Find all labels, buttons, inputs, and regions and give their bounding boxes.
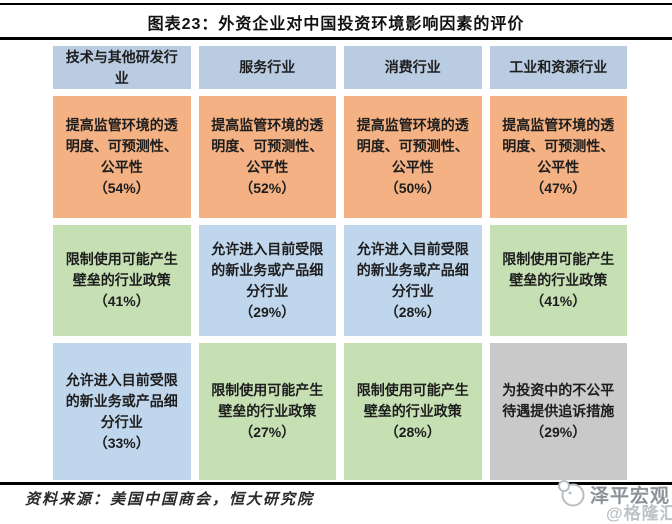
cell-factor-text: 提高监管环境的透明度、可预测性、公平性 — [211, 117, 324, 175]
cell-percent: （28%） — [384, 303, 441, 320]
cell-percent: （28%） — [384, 424, 441, 440]
watermark-brand: 泽平宏观 — [590, 486, 671, 507]
column-header-consumer: 消费行业 — [344, 46, 482, 89]
zeping-macro-logo-icon — [558, 480, 585, 507]
table-cell: 限制使用可能产生壁垒的行业政策 （27%） — [198, 343, 336, 480]
table-cell: 为投资中的不公平待遇提供追诉措施 （29%） — [489, 343, 627, 480]
table-cell: 限制使用可能产生壁垒的行业政策 （41%） — [489, 225, 627, 336]
table-cell: 允许进入目前受限的新业务或产品细分行业 （33%） — [53, 343, 191, 480]
cell-percent: （27%） — [239, 424, 296, 440]
column-header-industrial-resources: 工业和资源行业 — [489, 46, 627, 89]
cell-percent: （47%） — [530, 180, 587, 196]
cell-factor-text: 限制使用可能产生壁垒的行业政策 — [356, 382, 469, 419]
table-cell: 提高监管环境的透明度、可预测性、公平性 （52%） — [198, 96, 336, 218]
table-cell: 允许进入目前受限的新业务或产品细分行业 （29%） — [198, 225, 336, 336]
top-rule — [0, 3, 672, 5]
cell-percent: （50%） — [384, 180, 441, 196]
table-cell: 提高监管环境的透明度、可预测性、公平性 （50%） — [344, 96, 482, 218]
table-cell: 提高监管环境的透明度、可预测性、公平性 （54%） — [53, 96, 191, 218]
title-underline-rule — [0, 37, 672, 40]
cell-factor-text: 允许进入目前受限的新业务或产品细分行业 — [211, 240, 324, 299]
cell-factor-text: 允许进入目前受限的新业务或产品细分行业 — [356, 240, 469, 299]
cell-factor-text: 限制使用可能产生壁垒的行业政策 — [65, 251, 178, 288]
source-note: 资料来源：美国中国商会，恒大研究院 — [25, 491, 315, 508]
cell-percent: （41%） — [530, 293, 587, 309]
cell-factor-text: 提高监管环境的透明度、可预测性、公平性 — [65, 117, 178, 175]
cell-factor-text: 提高监管环境的透明度、可预测性、公平性 — [356, 117, 469, 175]
cell-factor-text: 限制使用可能产生壁垒的行业政策 — [502, 251, 615, 288]
cell-percent: （29%） — [239, 303, 296, 320]
watermark-handle: @格隆汇 — [606, 504, 672, 523]
table-cell: 限制使用可能产生壁垒的行业政策 （28%） — [344, 343, 482, 480]
bottom-rule — [0, 482, 672, 485]
column-header-services: 服务行业 — [198, 46, 336, 89]
cell-factor-text: 为投资中的不公平待遇提供追诉措施 — [502, 382, 615, 419]
cell-percent: （52%） — [239, 180, 296, 196]
chart-title: 图表23：外资企业对中国投资环境影响因素的评价 — [147, 16, 525, 33]
table-cell: 允许进入目前受限的新业务或产品细分行业 （28%） — [344, 225, 482, 336]
cell-factor-text: 提高监管环境的透明度、可预测性、公平性 — [502, 117, 615, 175]
cell-factor-text: 允许进入目前受限的新业务或产品细分行业 — [65, 371, 178, 430]
cell-percent: （33%） — [93, 434, 150, 451]
cell-percent: （54%） — [93, 180, 150, 196]
cell-percent: （29%） — [530, 424, 587, 440]
table-cell: 提高监管环境的透明度、可预测性、公平性 （47%） — [489, 96, 627, 218]
cell-factor-text: 限制使用可能产生壁垒的行业政策 — [211, 382, 324, 419]
table-cell: 限制使用可能产生壁垒的行业政策 （41%） — [53, 225, 191, 336]
factors-table: 技术与其他研发行业 服务行业 消费行业 工业和资源行业 提高监管环境的透明度、可… — [53, 46, 627, 480]
column-header-tech-rd: 技术与其他研发行业 — [53, 46, 191, 89]
cell-percent: （41%） — [93, 293, 150, 309]
